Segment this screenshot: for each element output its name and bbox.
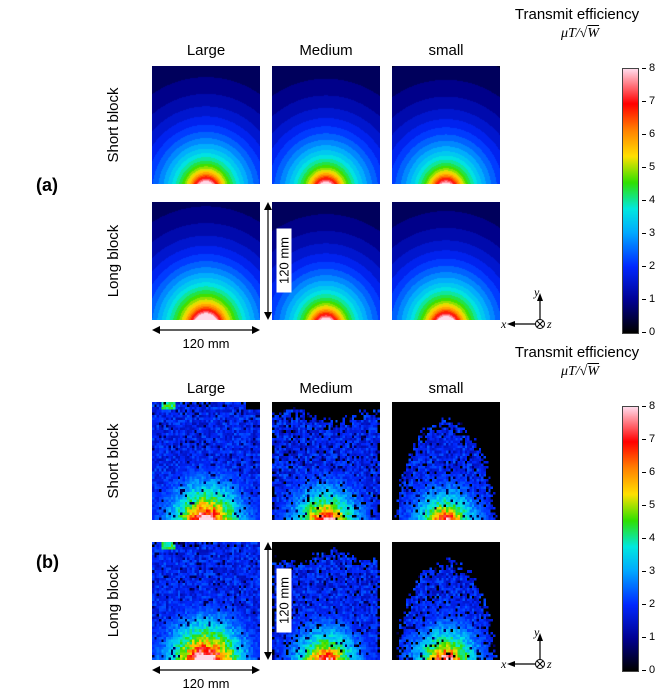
heatmap-a-short-small — [392, 66, 500, 184]
units-radicand: W — [587, 26, 600, 41]
x-axis-label: x — [500, 657, 507, 671]
colorbar-tick-label: 2 — [641, 598, 656, 610]
colorbar-tick-label: 1 — [641, 293, 656, 305]
y-axis-label: y — [533, 625, 540, 639]
units-prefix: μT/√ — [560, 364, 588, 379]
heatmap-b-short-small — [392, 402, 500, 520]
colorbar-tick-label: 8 — [641, 400, 656, 412]
height-dimension-label-b: 120 mm — [276, 568, 292, 633]
width-dimension-arrow-a — [152, 326, 260, 334]
heatmap-b-short-large — [152, 402, 260, 520]
y-axis-label: y — [533, 285, 540, 299]
column-header-small-b: small — [428, 380, 464, 397]
heatmap-a-long-large — [152, 202, 260, 320]
colorbar-tick-label: 0 — [641, 664, 656, 676]
colorbar-ticks: 0 1 2 3 4 5 6 7 8 — [641, 62, 662, 338]
colorbar-tick-label: 4 — [641, 532, 656, 544]
row-label-short-block-a: Short block — [105, 87, 122, 163]
colorbar-tick-label: 7 — [641, 95, 656, 107]
colorbar-tick-label: 7 — [641, 433, 656, 445]
y-axis-arrow — [537, 293, 543, 301]
colorbar-tick-label: 6 — [641, 128, 656, 140]
column-header-small-a: small — [428, 42, 464, 59]
x-axis-label: x — [500, 317, 507, 331]
colorbar-tick-label: 8 — [641, 62, 656, 74]
colorbar-tick-label: 3 — [641, 565, 656, 577]
units-prefix: μT/√ — [560, 26, 588, 41]
heatmap-b-long-large — [152, 542, 260, 660]
colorbar-tick-label: 1 — [641, 631, 656, 643]
axis-indicator-b: y x z — [500, 625, 552, 671]
colorbar-gradient — [622, 68, 639, 334]
colorbar-tick-label: 4 — [641, 194, 656, 206]
panel-a-label: (a) — [36, 175, 58, 195]
row-label-long-block-a: Long block — [105, 224, 122, 298]
axis-indicator-a: y x z — [500, 285, 552, 331]
height-dimension-arrow-b — [264, 542, 272, 660]
panel-b-label: (b) — [36, 552, 59, 572]
colorbar-tick-label: 6 — [641, 466, 656, 478]
colorbar-tick-label: 5 — [641, 161, 656, 173]
colorbar-tick-label: 2 — [641, 260, 656, 272]
column-header-medium-b: Medium — [299, 380, 353, 397]
width-dimension-label-b: 120 mm — [182, 676, 230, 691]
colorbar-title-b: Transmit efficiency — [514, 344, 640, 361]
colorbar-tick-label: 0 — [641, 326, 656, 338]
colorbar-units-b: μT/√W — [530, 364, 630, 380]
colorbar-title-a: Transmit efficiency — [514, 6, 640, 23]
height-dimension-arrow-a — [264, 202, 272, 320]
row-label-long-block-b: Long block — [105, 564, 122, 638]
units-radicand: W — [587, 364, 600, 379]
x-axis-arrow — [507, 661, 515, 667]
heatmap-b-long-small — [392, 542, 500, 660]
heatmap-a-short-medium — [272, 66, 380, 184]
column-header-medium-a: Medium — [299, 42, 353, 59]
y-axis-arrow — [537, 633, 543, 641]
z-axis-label: z — [546, 317, 552, 331]
column-header-large-a: Large — [186, 42, 226, 59]
row-label-short-block-b: Short block — [105, 423, 122, 499]
heatmap-b-short-medium — [272, 402, 380, 520]
heatmap-a-long-small — [392, 202, 500, 320]
column-header-large-b: Large — [186, 380, 226, 397]
height-dimension-label-a: 120 mm — [276, 228, 292, 293]
width-dimension-label-a: 120 mm — [182, 336, 230, 351]
z-axis-label: z — [546, 657, 552, 671]
colorbar-ticks: 0 1 2 3 4 5 6 7 8 — [641, 400, 662, 676]
x-axis-arrow — [507, 321, 515, 327]
colorbar-gradient — [622, 406, 639, 672]
colorbar-tick-label: 5 — [641, 499, 656, 511]
heatmap-a-short-large — [152, 66, 260, 184]
width-dimension-arrow-b — [152, 666, 260, 674]
colorbar-units-a: μT/√W — [530, 26, 630, 42]
colorbar-tick-label: 3 — [641, 227, 656, 239]
